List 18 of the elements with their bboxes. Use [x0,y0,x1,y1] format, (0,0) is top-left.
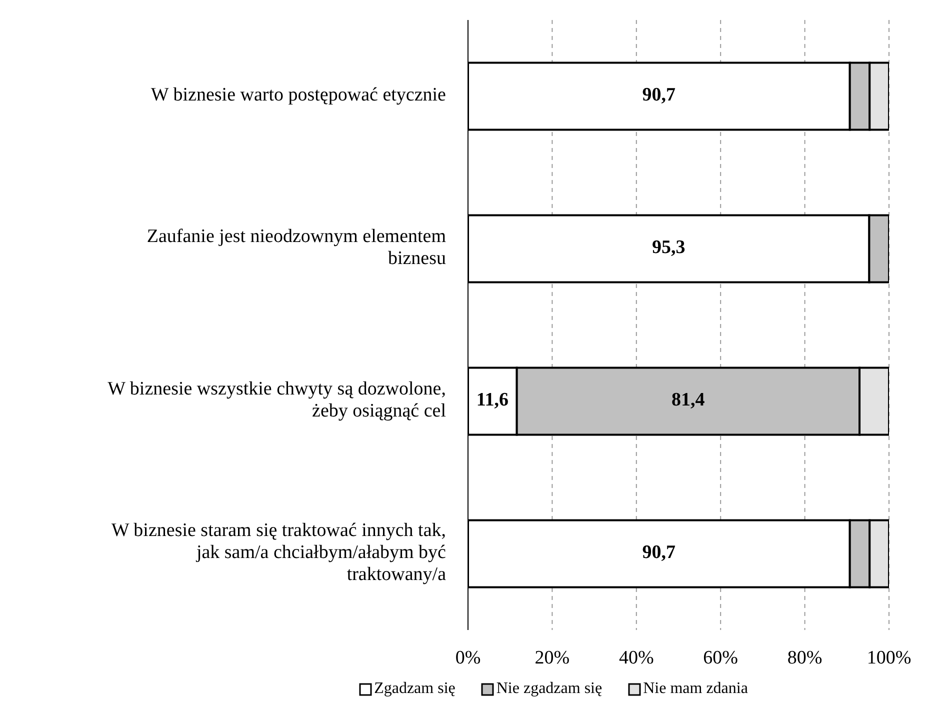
legend-label: Nie zgadzam się [496,680,602,698]
y-tick-label: W biznesie warto postępować etycznie [150,84,446,106]
legend-label: Nie mam zdania [643,680,748,698]
x-tick-label: 100% [866,647,912,668]
y-tick-label: W biznesie wszystkie chwyty są dozwolone, żeby osiągnąć cel [108,378,446,422]
data-label: 90,7 [642,84,676,106]
x-tick-label: 60% [703,647,738,668]
y-tick-label: W biznesie staram się traktować innych tak, jak sam/a chciałbym/ałabym być traktowany/a [111,520,447,586]
x-tick-label: 40% [618,647,654,668]
data-label: 95,3 [652,237,686,258]
x-tick-label: 0% [455,647,481,668]
y-tick-label: Zaufanie jest nieodzownym elementem biznesu [146,226,446,270]
legend-label: Zgadzam się [374,680,456,698]
data-label: 11,6 [476,390,509,411]
x-tick-label: 80% [787,647,822,668]
data-label: 90,7 [642,542,676,564]
x-tick-label: 20% [534,647,570,668]
data-label: 81,4 [672,390,706,411]
